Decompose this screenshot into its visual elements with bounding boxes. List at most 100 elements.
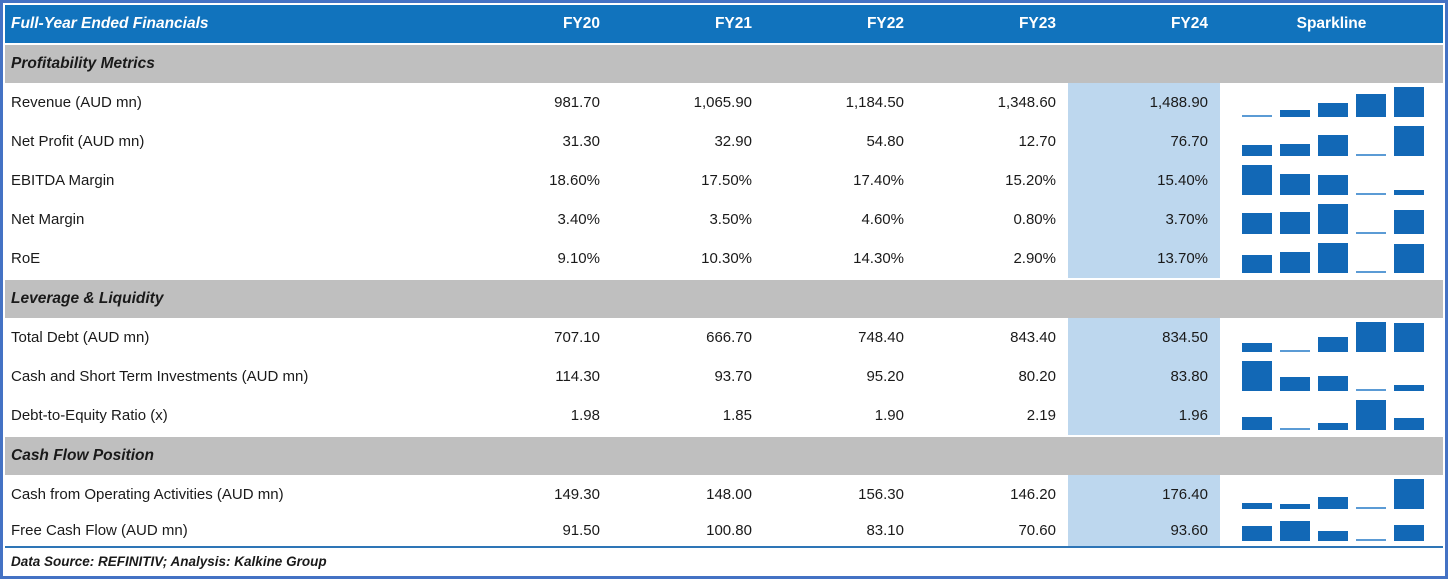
value-cell-fy21: 17.50%	[701, 172, 752, 189]
sparkline	[1242, 83, 1424, 117]
value-cell-fy24: 13.70%	[1068, 239, 1220, 278]
table-row: Cash from Operating Activities (AUD mn) 1…	[5, 475, 1443, 514]
column-header-fy22: FY22	[866, 15, 904, 32]
value-cell-fy22: 95.20	[866, 368, 904, 385]
value-cell-fy21: 100.80	[706, 521, 752, 539]
table-row: Cash and Short Term Investments (AUD mn)…	[5, 357, 1443, 396]
section-label: Leverage & Liquidity	[11, 290, 164, 307]
table-row: Debt-to-Equity Ratio (x) 1.98 1.85 1.90 2.19…	[5, 396, 1443, 435]
table-header-row: Full-Year Ended Financials FY20 FY21 FY22 F…	[5, 5, 1443, 43]
value-cell-fy23: 80.20	[1018, 368, 1056, 385]
table-row: Free Cash Flow (AUD mn) 91.50 100.80 83.10 7…	[5, 514, 1443, 546]
value-cell-fy23: 15.20%	[1005, 172, 1056, 189]
sparkline-bar	[1242, 416, 1272, 430]
sparkline-bar	[1318, 530, 1348, 541]
sparkline-bar	[1280, 109, 1310, 117]
sparkline-bar	[1394, 525, 1424, 541]
sparkline-bar	[1394, 190, 1424, 195]
sparkline-bar	[1356, 192, 1386, 195]
sparkline-bar	[1280, 427, 1310, 430]
sparkline-cell	[1220, 514, 1443, 546]
sparkline-bar	[1318, 243, 1348, 273]
sparkline-bar	[1394, 126, 1424, 156]
value-cell-fy22: 83.10	[866, 521, 904, 539]
value-cell-fy21: 32.90	[714, 133, 752, 150]
value-cell-fy22: 17.40%	[853, 172, 904, 189]
sparkline-bar	[1242, 503, 1272, 509]
value-cell-fy24: 76.70	[1068, 122, 1220, 161]
sparkline-bar	[1356, 400, 1386, 430]
sparkline-bar	[1394, 87, 1424, 117]
value-cell-fy23: 70.60	[1018, 521, 1056, 539]
value-cell-fy24: 93.60	[1068, 514, 1220, 546]
section-label: Cash Flow Position	[11, 447, 154, 464]
row-label: Net Profit (AUD mn)	[11, 133, 145, 150]
column-header-fy20: FY20	[562, 15, 600, 32]
value-cell-fy23: 146.20	[1010, 486, 1056, 503]
value-cell-fy21: 3.50%	[709, 211, 752, 228]
sparkline-bar	[1318, 423, 1348, 430]
section-label: Profitability Metrics	[11, 55, 155, 72]
table-row: Revenue (AUD mn) 981.70 1,065.90 1,184.50 1,…	[5, 83, 1443, 122]
sparkline-bar	[1394, 385, 1424, 391]
table-row: EBITDA Margin 18.60% 17.50% 17.40% 15.20% 15.…	[5, 161, 1443, 200]
sparkline-bar	[1242, 114, 1272, 117]
value-cell-fy21: 666.70	[706, 329, 752, 346]
value-cell-fy24: 1.96	[1068, 396, 1220, 435]
table-row: Total Debt (AUD mn) 707.10 666.70 748.40 843…	[5, 318, 1443, 357]
sparkline-bar	[1242, 255, 1272, 273]
value-cell-fy22: 14.30%	[853, 250, 904, 267]
value-cell-fy24: 15.40%	[1068, 161, 1220, 200]
sparkline	[1242, 200, 1424, 234]
column-header-fy23: FY23	[1018, 15, 1056, 32]
value-cell-fy21: 93.70	[714, 368, 752, 385]
row-label: Debt-to-Equity Ratio (x)	[11, 407, 168, 424]
sparkline-cell	[1220, 475, 1443, 514]
sparkline-bar	[1242, 165, 1272, 195]
value-cell-fy24: 83.80	[1068, 357, 1220, 396]
value-cell-fy24: 834.50	[1068, 318, 1220, 357]
column-header-fy24: FY24	[1170, 15, 1208, 32]
sparkline-bar	[1242, 145, 1272, 156]
sparkline	[1242, 396, 1424, 430]
value-cell-fy21: 148.00	[706, 486, 752, 503]
table-title: Full-Year Ended Financials	[11, 15, 209, 32]
value-cell-fy20: 149.30	[554, 486, 600, 503]
sparkline-bar	[1242, 212, 1272, 234]
value-cell-fy23: 1,348.60	[997, 94, 1056, 111]
sparkline-bar	[1242, 361, 1272, 391]
value-cell-fy20: 981.70	[554, 94, 600, 111]
value-cell-fy20: 1.98	[570, 407, 600, 424]
value-cell-fy24: 1,488.90	[1068, 83, 1220, 122]
value-cell-fy21: 1,065.90	[693, 94, 752, 111]
sparkline-bar	[1280, 211, 1310, 234]
sparkline-bar	[1356, 231, 1386, 234]
sparkline-bar	[1318, 376, 1348, 391]
sparkline-bar	[1280, 504, 1310, 509]
value-cell-fy22: 156.30	[858, 486, 904, 503]
sparkline	[1242, 122, 1424, 156]
sparkline-bar	[1318, 496, 1348, 509]
sparkline-cell	[1220, 83, 1443, 122]
value-cell-fy20: 707.10	[554, 329, 600, 346]
value-cell-fy20: 114.30	[555, 368, 600, 385]
sparkline-column-header: Sparkline	[1296, 15, 1367, 32]
sparkline-bar	[1242, 526, 1272, 541]
table-body: Profitability Metrics Revenue (AUD mn) 981…	[5, 43, 1443, 546]
section-header: Leverage & Liquidity	[5, 280, 1443, 318]
value-cell-fy20: 31.30	[562, 133, 600, 150]
sparkline-cell	[1220, 357, 1443, 396]
table-row: RoE 9.10% 10.30% 14.30% 2.90% 13.70%	[5, 239, 1443, 278]
value-cell-fy24: 176.40	[1068, 475, 1220, 514]
value-cell-fy20: 91.50	[562, 521, 600, 539]
value-cell-fy23: 2.19	[1026, 407, 1056, 424]
sparkline-bar	[1394, 323, 1424, 352]
footer-divider	[5, 546, 1443, 548]
sparkline-bar	[1318, 135, 1348, 156]
table-row: Net Margin 3.40% 3.50% 4.60% 0.80% 3.70%	[5, 200, 1443, 239]
sparkline-cell	[1220, 239, 1443, 278]
sparkline-bar	[1356, 506, 1386, 509]
row-label: Net Margin	[11, 211, 85, 228]
value-cell-fy22: 748.40	[858, 329, 904, 346]
